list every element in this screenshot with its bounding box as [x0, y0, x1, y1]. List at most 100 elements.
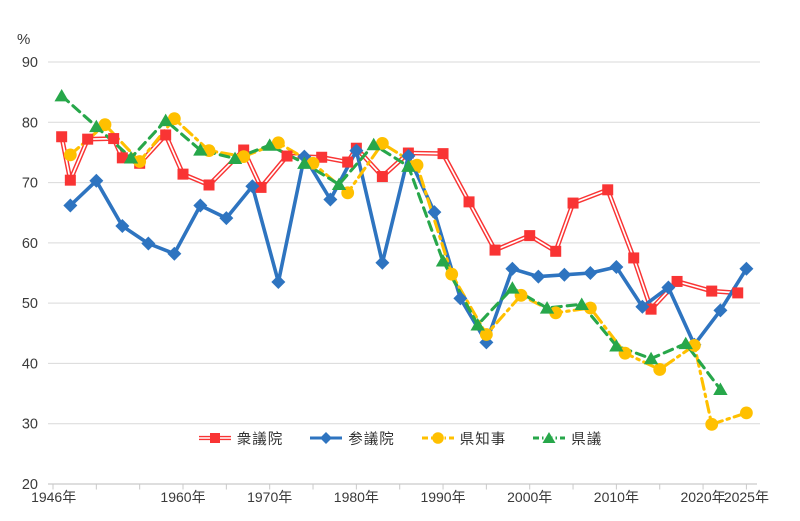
y-axis-labels: 20 30 40 50 60 70 80 90	[22, 55, 38, 493]
marker	[609, 339, 624, 352]
marker	[628, 252, 640, 264]
marker	[116, 152, 128, 164]
y-axis-label-80: 80	[22, 115, 38, 131]
marker	[713, 303, 728, 318]
x-axis-label-1980: 1980年	[334, 489, 379, 505]
x-axis-label-1946: 1946年	[31, 489, 76, 505]
marker	[732, 287, 744, 299]
y-gridlines	[48, 61, 760, 425]
marker	[445, 267, 459, 281]
marker	[323, 192, 338, 207]
marker	[237, 150, 251, 164]
marker	[739, 261, 754, 276]
x-axis-ticks	[52, 484, 747, 490]
x-axis-label-2020: 2020年	[680, 489, 725, 505]
marker	[567, 197, 579, 209]
marker	[193, 198, 208, 213]
x-axis-label-1960: 1960年	[160, 489, 205, 505]
x-axis-label-2000: 2000年	[507, 489, 552, 505]
legend-circle-icon	[421, 432, 454, 444]
series-sangiin-markers	[63, 143, 754, 352]
y-axis-label-20: 20	[22, 477, 38, 493]
marker	[550, 245, 562, 257]
marker	[108, 133, 120, 145]
y-axis-label-30: 30	[22, 417, 38, 433]
marker	[524, 230, 536, 242]
marker	[160, 129, 172, 141]
y-axis-label-90: 90	[22, 55, 38, 71]
legend-label-kenchiji: 県知事	[459, 431, 507, 448]
marker	[141, 236, 156, 251]
x-axis-label-1970: 1970年	[247, 489, 292, 505]
marker	[549, 306, 563, 320]
marker	[54, 88, 69, 102]
marker	[435, 254, 451, 267]
marker	[297, 156, 312, 169]
marker	[227, 151, 243, 165]
legend-label-kengi: 県議	[571, 431, 603, 448]
marker	[470, 318, 485, 331]
marker	[740, 406, 753, 420]
marker	[262, 138, 277, 151]
series-sangiin-line	[68, 148, 749, 347]
marker	[271, 136, 285, 150]
marker	[158, 113, 173, 127]
marker	[167, 246, 182, 261]
marker	[331, 177, 347, 190]
marker	[574, 297, 589, 310]
marker	[531, 269, 546, 284]
marker	[505, 261, 520, 276]
marker	[653, 363, 667, 376]
legend-item-sangiin: 参議院	[309, 428, 395, 449]
marker	[479, 328, 493, 341]
marker	[375, 136, 389, 150]
marker	[583, 266, 598, 281]
y-axis-label-60: 60	[22, 236, 38, 252]
chart-legend: 衆議院 参議院 県知事 県議	[0, 427, 800, 449]
marker	[375, 255, 390, 270]
series-sangiin-path	[68, 148, 749, 347]
marker	[56, 131, 68, 143]
y-axis-unit-label: %	[17, 31, 30, 48]
legend-label-shugiin: 衆議院	[236, 431, 284, 448]
marker	[115, 218, 130, 233]
marker	[463, 196, 475, 208]
legend-item-kengi: 県議	[532, 428, 602, 449]
legend-item-shugiin: 衆議院	[198, 428, 284, 449]
marker	[427, 205, 442, 220]
marker	[671, 275, 683, 287]
marker	[63, 148, 77, 162]
marker	[271, 275, 286, 290]
marker	[583, 301, 597, 315]
marker	[376, 171, 388, 183]
marker	[64, 174, 76, 186]
marker	[557, 267, 572, 282]
marker	[281, 150, 293, 162]
marker	[505, 281, 520, 294]
y-axis-label-70: 70	[22, 176, 38, 192]
marker	[98, 118, 112, 132]
marker	[410, 158, 424, 172]
legend-marker	[320, 432, 333, 444]
marker	[167, 112, 181, 126]
marker	[123, 151, 139, 164]
x-axis-labels: 1946年 1960年 1970年 1980年 1990年 2000年 2010年 2020年…	[31, 489, 769, 505]
y-axis-label-50: 50	[22, 296, 38, 312]
marker	[63, 198, 78, 213]
x-axis-label-2025: 2025年	[724, 489, 769, 505]
legend-square-icon	[198, 433, 231, 443]
marker	[255, 181, 267, 193]
legend-item-kenchiji: 県知事	[421, 428, 507, 449]
legend-marker	[542, 432, 556, 443]
marker	[539, 301, 555, 314]
marker	[678, 336, 693, 350]
marker	[177, 168, 189, 180]
marker	[661, 280, 676, 295]
y-axis-label-40: 40	[22, 356, 38, 372]
marker	[602, 184, 614, 196]
marker	[489, 244, 501, 256]
marker	[219, 211, 234, 226]
marker	[316, 151, 328, 163]
